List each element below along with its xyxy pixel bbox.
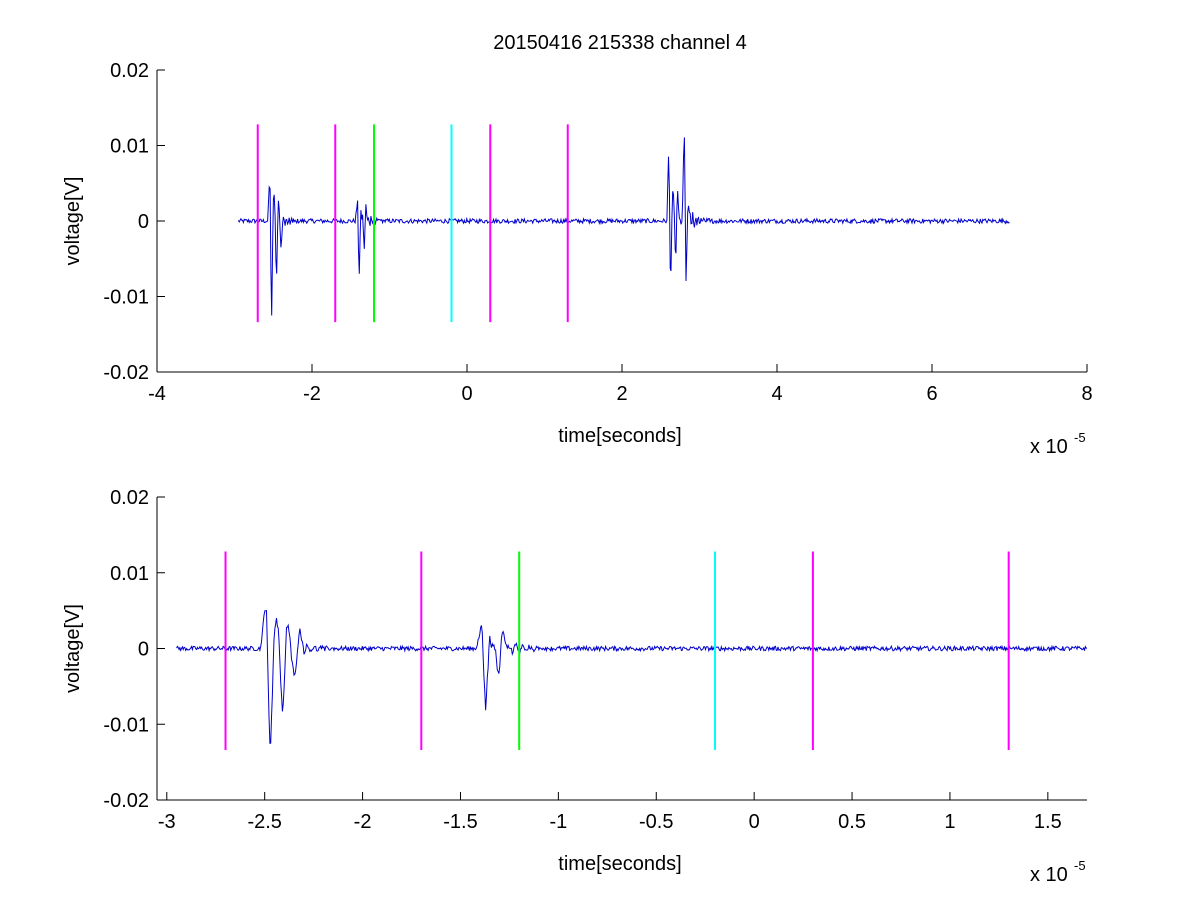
- x-tick-label: 8: [1081, 383, 1092, 405]
- x-tick-label: 1: [944, 811, 955, 833]
- x-tick-label: -2: [303, 383, 321, 405]
- y-tick-label: -0.01: [103, 287, 149, 309]
- x-tick-label: 0: [461, 383, 472, 405]
- signal-trace: [176, 609, 1088, 744]
- y-tick-label: 0.02: [110, 487, 149, 509]
- x-tick-label: 0.5: [838, 811, 866, 833]
- x-tick-label: -1: [549, 811, 567, 833]
- x-tick-label: 4: [771, 383, 782, 405]
- x-multiplier-exponent: -5: [1074, 858, 1086, 873]
- x-multiplier-label: x 10: [1030, 864, 1068, 886]
- y-tick-label: -0.02: [103, 362, 149, 384]
- y-tick-label: 0.02: [110, 60, 149, 82]
- x-tick-label: -3: [158, 811, 176, 833]
- y-tick-label: 0.01: [110, 563, 149, 585]
- y-tick-label: -0.02: [103, 790, 149, 812]
- x-tick-label: -4: [148, 383, 166, 405]
- x-axis-label: time[seconds]: [558, 425, 681, 447]
- figure-title: 20150416 215338 channel 4: [493, 32, 747, 54]
- bottom-plot: 0.02 0.01 0 -0.01 -0.02 -3 -2.5 -2 -1.5 -1 -0.5 0 0.…: [62, 487, 1088, 886]
- y-axis-label: voltage[V]: [62, 604, 84, 693]
- x-multiplier-label: x 10: [1030, 436, 1068, 458]
- x-tick-label: 0: [749, 811, 760, 833]
- x-tick-label: -1.5: [443, 811, 477, 833]
- x-tick-label: -2: [354, 811, 372, 833]
- y-tick-label: 0: [138, 639, 149, 661]
- x-tick-label: 6: [926, 383, 937, 405]
- y-tick-label: 0: [138, 211, 149, 233]
- x-axis-label: time[seconds]: [558, 853, 681, 875]
- y-tick-label: -0.01: [103, 714, 149, 736]
- x-multiplier-exponent: -5: [1074, 430, 1086, 445]
- y-tick-label: 0.01: [110, 136, 149, 158]
- top-plot: 0.02 0.01 0 -0.01 -0.02-4 -2 0 2 4 6 8 time[seconds…: [62, 60, 1093, 458]
- x-tick-label: 2: [616, 383, 627, 405]
- x-tick-label: -0.5: [639, 811, 673, 833]
- y-axis-label: voltage[V]: [62, 177, 84, 266]
- x-tick-label: 1.5: [1034, 811, 1062, 833]
- signal-trace: [237, 137, 1010, 316]
- x-tick-label: -2.5: [247, 811, 281, 833]
